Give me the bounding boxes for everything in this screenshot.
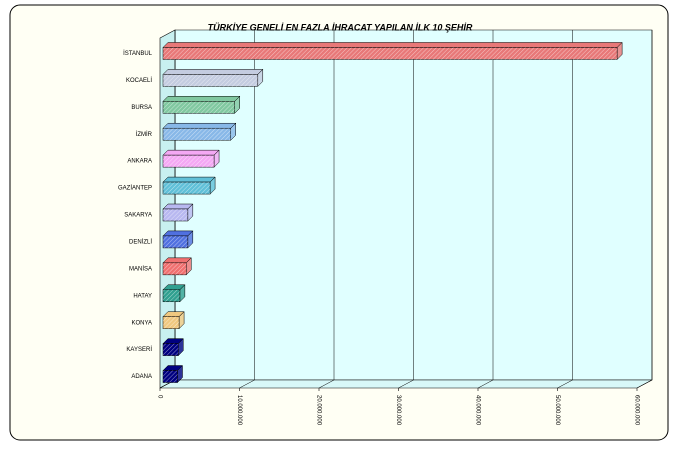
x-tick-label: 60.000.000 xyxy=(633,395,639,426)
floor-grid-line xyxy=(398,379,414,389)
bar-pattern xyxy=(163,262,187,275)
chart-title: TÜRKİYE GENELİ EN FAZLA İHRACAT YAPILAN … xyxy=(208,22,473,32)
floor-grid-line xyxy=(636,379,653,389)
bar-pattern xyxy=(163,209,188,221)
y-tick-label: MANİSA xyxy=(129,265,152,272)
floor-grid-line xyxy=(557,379,573,389)
bar-pattern xyxy=(163,155,215,168)
bar-top xyxy=(162,96,241,102)
bar-pattern xyxy=(163,235,188,248)
x-tick-label: 40.000.000 xyxy=(474,395,480,426)
bar-pattern xyxy=(163,182,211,195)
y-tick-label: KAYSERİ xyxy=(126,346,152,353)
bar-pattern xyxy=(163,370,178,383)
x-tick-label: 30.000.000 xyxy=(395,395,401,426)
y-tick-label: KOCAELİ xyxy=(126,77,152,84)
x-tick-label: 50.000.000 xyxy=(554,395,560,426)
y-tick-label: DENİZLİ xyxy=(129,239,152,246)
bar-top xyxy=(162,176,216,183)
floor-grid-line xyxy=(318,379,335,389)
bar-pattern xyxy=(163,74,258,87)
bar-pattern xyxy=(163,101,235,114)
floor-grid-line xyxy=(477,379,494,389)
bar-top xyxy=(162,149,220,156)
bar-top xyxy=(162,122,237,129)
bar-pattern xyxy=(163,316,180,329)
x-tick-label: 20.000.000 xyxy=(315,395,321,426)
bar-pattern xyxy=(163,47,618,60)
bar-top xyxy=(162,42,623,48)
y-tick-label: HATAY xyxy=(133,293,152,299)
y-tick-label: GAZİANTEP xyxy=(118,185,152,192)
y-tick-label: İZMİR xyxy=(136,131,153,138)
bar-pattern xyxy=(163,343,179,356)
y-tick-label: ADANA xyxy=(131,374,152,380)
bar-pattern xyxy=(163,128,231,141)
y-tick-label: SAKARYA xyxy=(124,213,152,219)
y-tick-label: ANKARA xyxy=(127,159,152,165)
y-tick-label: İSTANBUL xyxy=(123,50,153,57)
floor-grid-line xyxy=(239,379,255,389)
bar-pattern xyxy=(163,289,180,302)
x-tick-label: 10.000.000 xyxy=(236,395,242,426)
x-tick-label: 0 xyxy=(156,395,162,399)
y-tick-label: BURSA xyxy=(131,105,152,111)
y-tick-label: KONYA xyxy=(131,320,152,326)
bar-top xyxy=(162,69,264,75)
